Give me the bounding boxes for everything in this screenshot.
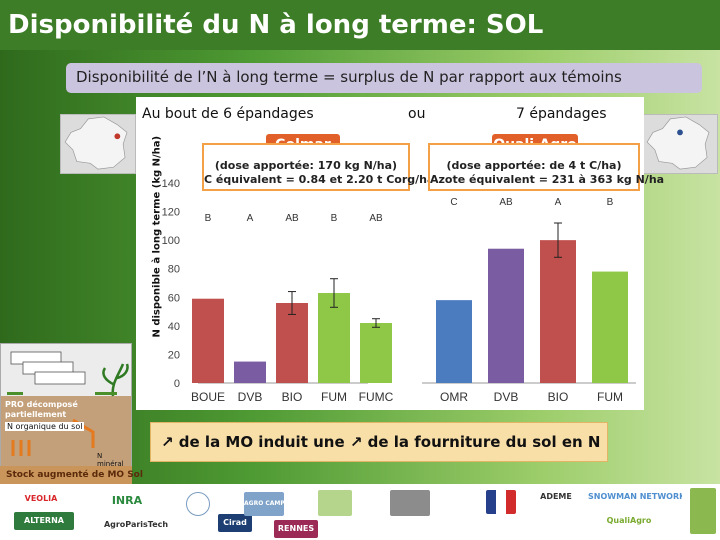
dose-colmar-line1: (dose apportée: 170 kg N/ha) (214, 159, 398, 172)
x-tick-label: BIO (282, 390, 303, 404)
title-bar: Disponibilité du N à long terme: SOL (0, 0, 720, 50)
logo-qualiagro: QualiAgro (606, 516, 652, 525)
schema-n-mineral: N minéral (97, 452, 124, 468)
france-map-left-graphic (64, 116, 128, 170)
france-map-right (642, 114, 718, 174)
bar-qualiagro-omr (436, 300, 472, 383)
logo-alterna: ALTERNA (14, 512, 74, 530)
bar-colmar-fum (318, 293, 350, 383)
y-tick-label: 0 (174, 378, 180, 390)
x-tick-label: FUM (321, 390, 347, 404)
significance-letter: B (331, 213, 338, 224)
dose-box-qualiagro: (dose apportée: de 4 t C/ha) Azote équiv… (428, 143, 665, 191)
significance-letter: B (607, 197, 614, 208)
significance-letter: C (450, 197, 457, 208)
dose-colmar-line2: C équivalent = 0.84 et 2.20 t Corg/ha (204, 173, 435, 186)
partner-logos-bar: VEOLIA ALTERNA INRA AgroParisTech Cirad … (0, 484, 720, 540)
x-tick-label: OMR (440, 390, 468, 404)
chart-panel: 0 20 40 60 80 100 120 140 BOUE B DVB A BIO AB FUM B FUMC… (136, 97, 665, 410)
dose-box-colmar: (dose apportée: 170 kg N/ha) C équivalen… (202, 143, 435, 191)
subtitle-box: Disponibilité de l’N à long terme = surp… (66, 63, 702, 93)
y-tick-label: 40 (168, 321, 180, 333)
x-tick-label: BIO (548, 390, 569, 404)
y-axis-label: N disponible à long terme (kg N/ha) (151, 135, 163, 338)
bar-qualiagro-dvb (488, 248, 524, 383)
significance-letter: A (247, 213, 254, 224)
dose-qualiagro-line2: Azote équivalent = 231 à 363 kg N/ha (430, 173, 665, 186)
schema-pro-label-2: partiellement (5, 410, 67, 419)
logo-rennes: RENNES (274, 520, 318, 538)
bar-qualiagro-bio (540, 240, 576, 383)
significance-letter: AB (285, 213, 299, 224)
x-tick-label: DVB (238, 390, 263, 404)
header-7-applications: 7 épandages (516, 106, 607, 122)
bar-colmar-fumc (360, 323, 392, 383)
slide-title: Disponibilité du N à long terme: SOL (8, 10, 544, 40)
france-map-right-graphic (646, 116, 710, 170)
soil-schema: PRO décomposé partiellement N organique … (0, 343, 132, 485)
conclusion-box: ↗ de la MO induit une ↗ de la fourniture… (150, 422, 608, 462)
header-or: ou (408, 106, 426, 122)
significance-letter: AB (499, 197, 513, 208)
logo-cirad: Cirad (218, 514, 252, 532)
stock-label: Stock augmenté de MO Sol (0, 466, 143, 484)
x-tick-label: BOUE (191, 390, 225, 404)
bar-chart: 020406080100120140BOUEBDVBABIOABFUMBFUMC… (162, 178, 636, 404)
logo-inra: INRA (111, 494, 143, 507)
logo-green-leaf (690, 488, 716, 534)
x-tick-label: FUM (597, 390, 623, 404)
schema-soil-label: N organique du sol (5, 422, 85, 431)
y-tick-label: 140 (162, 178, 180, 190)
bar-qualiagro-fum (592, 271, 628, 383)
bar-colmar-dvb (234, 361, 266, 383)
dose-qualiagro-line1: (dose apportée: de 4 t C/ha) (446, 159, 622, 172)
france-map-left (60, 114, 136, 174)
y-tick-label: 20 (168, 349, 180, 361)
logo-republique-francaise (486, 490, 516, 514)
bar-colmar-bio (276, 303, 308, 383)
logo-round-seal (186, 492, 210, 516)
y-tick-label: 100 (162, 235, 180, 247)
x-tick-label: DVB (494, 390, 519, 404)
logo-green-partner (318, 490, 352, 516)
logo-snowman-network: SNOWMAN NETWORK (588, 492, 682, 501)
significance-letter: A (555, 197, 562, 208)
x-tick-label: FUMC (359, 390, 394, 404)
header-6-applications: Au bout de 6 épandages (142, 106, 314, 122)
bar-colmar-boue (192, 298, 224, 383)
schema-pro-label-1: PRO décomposé (5, 400, 78, 409)
significance-letter: B (205, 213, 212, 224)
y-tick-label: 60 (168, 292, 180, 304)
schema-drawing (7, 351, 129, 456)
logo-grey-partner (390, 490, 430, 516)
y-tick-label: 80 (168, 264, 180, 276)
y-tick-label: 120 (162, 207, 180, 219)
logo-agroparistech: AgroParisTech (103, 520, 169, 529)
logo-ademe: ADEME (540, 492, 572, 501)
logo-veolia: VEOLIA (24, 494, 58, 503)
subtitle-text: Disponibilité de l’N à long terme = surp… (76, 68, 622, 86)
logo-agrocampus: AGRO CAMPUS (244, 492, 284, 516)
significance-letter: AB (369, 213, 383, 224)
